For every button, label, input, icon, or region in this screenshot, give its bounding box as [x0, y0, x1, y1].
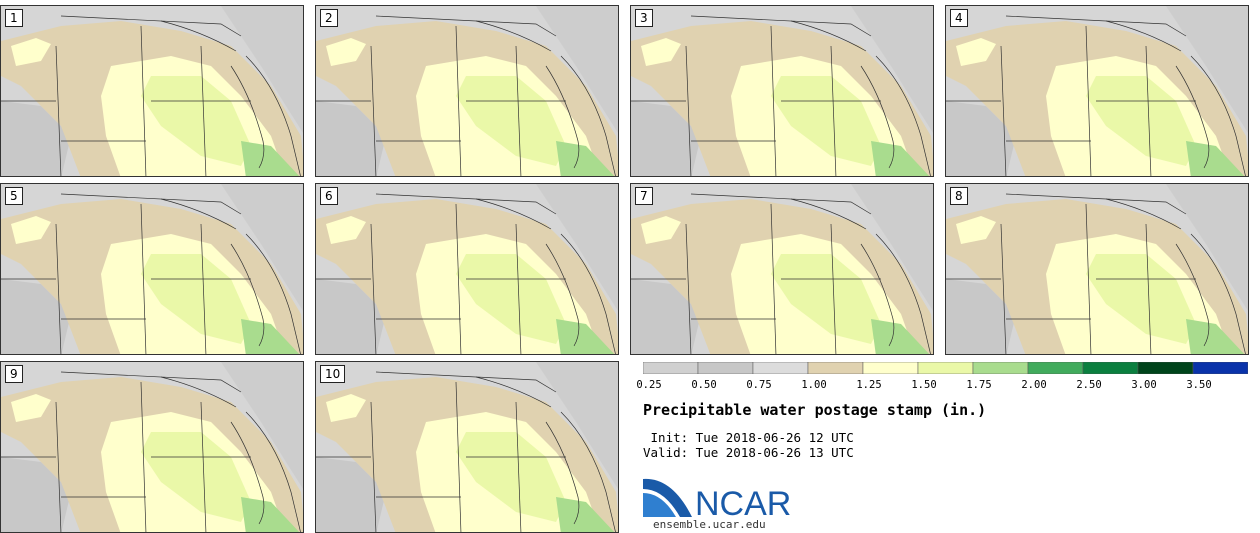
member-number-label: 9: [5, 365, 23, 383]
ensemble-member-map: 2: [315, 5, 619, 177]
logo-url: ensemble.ucar.edu: [653, 518, 766, 531]
member-number-label: 4: [950, 9, 968, 27]
ensemble-member-map: 7: [630, 183, 934, 355]
colorbar-tick-label: 2.50: [1076, 379, 1102, 391]
colorbar-tick-label: 2.00: [1021, 379, 1047, 391]
member-number-label: 1: [5, 9, 23, 27]
colorbar-tick-label: 3.00: [1131, 379, 1157, 391]
colorbar-tick-label: 3.50: [1186, 379, 1212, 391]
colorbar-tick-label: 1.00: [801, 379, 827, 391]
ncar-logo: NCAR: [643, 478, 791, 519]
colorbar-swatch: [752, 362, 809, 374]
ensemble-member-map: 1: [0, 5, 304, 177]
colorbar-tick-label: 0.75: [746, 379, 772, 391]
colorbar: [643, 362, 1248, 374]
colorbar-tick-label: 1.75: [966, 379, 992, 391]
colorbar-swatch: [1082, 362, 1139, 374]
colorbar-tick-label: 0.50: [691, 379, 717, 391]
ensemble-member-map: 8: [945, 183, 1249, 355]
colorbar-swatch: [1027, 362, 1084, 374]
member-number-label: 2: [320, 9, 338, 27]
ensemble-member-map: 6: [315, 183, 619, 355]
member-number-label: 6: [320, 187, 338, 205]
member-number-label: 8: [950, 187, 968, 205]
chart-title: Precipitable water postage stamp (in.): [643, 401, 987, 419]
ensemble-member-map: 10: [315, 361, 619, 533]
member-number-label: 3: [635, 9, 653, 27]
colorbar-swatch: [807, 362, 864, 374]
colorbar-swatch: [1137, 362, 1194, 374]
ensemble-member-map: 9: [0, 361, 304, 533]
ensemble-member-map: 4: [945, 5, 1249, 177]
colorbar-tick-label: 1.25: [856, 379, 882, 391]
member-number-label: 10: [320, 365, 346, 383]
colorbar-swatch: [1192, 362, 1248, 374]
colorbar-swatch: [972, 362, 1029, 374]
init-time: Init: Tue 2018-06-26 12 UTC: [643, 430, 854, 445]
colorbar-tick-label: 0.25: [636, 379, 662, 391]
colorbar-swatch: [917, 362, 974, 374]
member-number-label: 7: [635, 187, 653, 205]
colorbar-tick-label: 1.50: [911, 379, 937, 391]
colorbar-swatch: [643, 362, 699, 374]
member-number-label: 5: [5, 187, 23, 205]
colorbar-swatch: [862, 362, 919, 374]
colorbar-swatch: [697, 362, 754, 374]
valid-time: Valid: Tue 2018-06-26 13 UTC: [643, 445, 854, 460]
ensemble-member-map: 5: [0, 183, 304, 355]
ensemble-member-map: 3: [630, 5, 934, 177]
ncar-logo-text: NCAR: [695, 485, 791, 519]
